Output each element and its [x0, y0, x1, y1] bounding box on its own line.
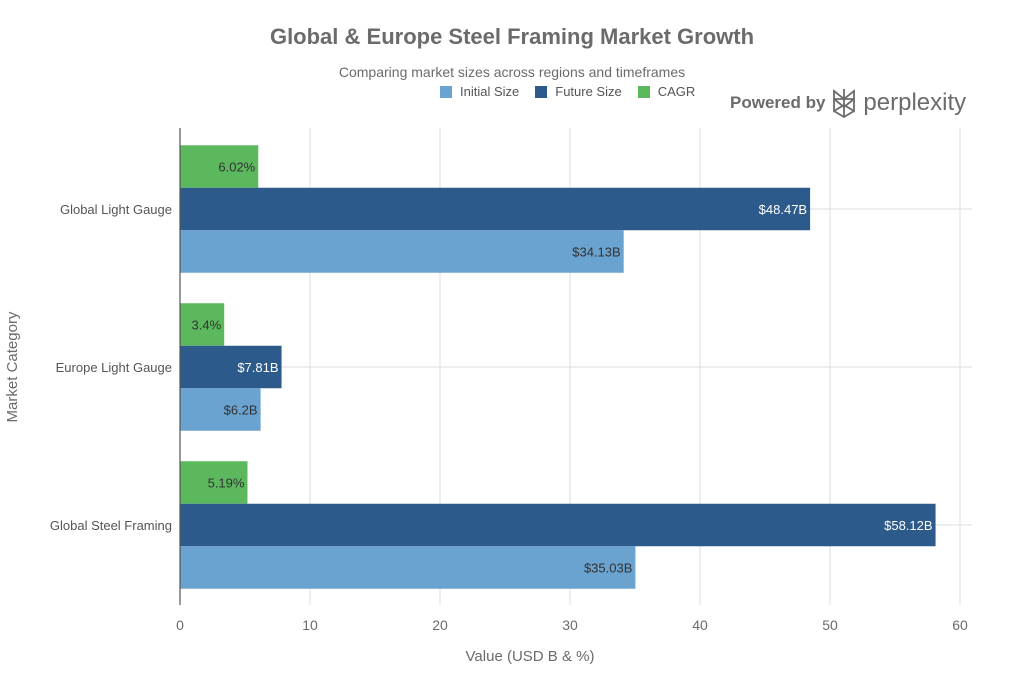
x-tick-label: 50: [822, 617, 838, 633]
bar-data-label: 5.19%: [208, 476, 245, 491]
bar-cagr: [180, 461, 248, 504]
legend-label: Initial Size: [460, 84, 520, 99]
bar-data-label: $34.13B: [572, 245, 620, 260]
legend-swatch: [535, 85, 548, 98]
bar-data-label: 3.4%: [192, 318, 222, 333]
bar-future-size: [180, 503, 936, 547]
bar-future-size: [180, 345, 282, 389]
legend-swatch: [440, 85, 452, 98]
chart-title: Global & Europe Steel Framing Market Gro…: [269, 24, 755, 49]
legend-item-initial[interactable]: Initial Size: [440, 84, 519, 99]
x-tick-label: 60: [952, 617, 968, 633]
brand-text: perplexity: [863, 89, 967, 116]
perplexity-logo-icon: [833, 89, 856, 118]
x-axis-title: Value (USD B & %): [466, 648, 595, 665]
legend-label: Future Size: [555, 84, 622, 99]
bar-initial-size: [180, 388, 261, 431]
x-tick-label: 30: [562, 617, 578, 633]
bar-initial-size: [180, 546, 636, 589]
bar-initial-size: [180, 230, 624, 273]
bar-data-label: $58.12B: [884, 518, 932, 533]
chart-subtitle: Comparing market sizes across regions an…: [338, 64, 686, 80]
bar-data-label: $7.81B: [237, 360, 278, 375]
legend: Initial Size Future Size CAGR: [440, 84, 695, 99]
legend-swatch: [637, 85, 650, 98]
y-tick-label: Global Light Gauge: [60, 202, 172, 217]
y-tick-label: Europe Light Gauge: [56, 360, 172, 375]
x-tick-label: 0: [176, 617, 184, 633]
bar-data-label: 6.02%: [218, 160, 255, 175]
bar-cagr: [180, 303, 225, 346]
bar-data-label: $6.2B: [224, 403, 258, 418]
y-axis-title: Market Category: [4, 311, 21, 422]
legend-item-cagr[interactable]: CAGR: [637, 84, 696, 99]
legend-item-future[interactable]: Future Size: [535, 84, 622, 99]
x-tick-label: 40: [692, 617, 708, 633]
bar-data-label: $35.03B: [584, 561, 632, 576]
bar-future-size: [180, 187, 811, 231]
y-tick-label: Global Steel Framing: [50, 518, 172, 533]
legend-label: CAGR: [657, 84, 696, 99]
bar-data-label: $48.47B: [759, 202, 807, 217]
bar-cagr: [180, 145, 259, 188]
powered-by-logo: Powered by perplexity: [730, 88, 966, 118]
powered-by-text: Powered by: [730, 93, 826, 112]
x-tick-label: 10: [302, 617, 318, 633]
x-tick-label: 20: [432, 617, 448, 633]
